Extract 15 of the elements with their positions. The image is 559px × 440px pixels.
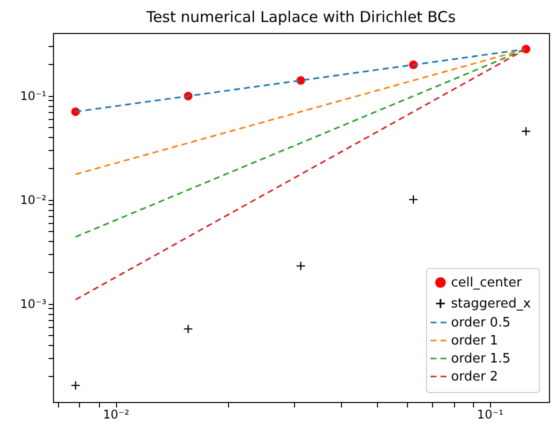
legend-label: order 1 — [451, 334, 498, 348]
point — [183, 324, 193, 334]
point — [70, 380, 80, 390]
y-tick-label: 10⁻² — [20, 193, 47, 208]
legend-label: order 2 — [451, 370, 498, 384]
point — [408, 194, 418, 204]
legend-label: order 0.5 — [451, 316, 510, 330]
y-tick-label: 10⁻¹ — [20, 89, 47, 104]
legend-label: order 1.5 — [451, 352, 510, 366]
chart-title: Test numerical Laplace with Dirichlet BCs — [145, 8, 456, 26]
point — [521, 126, 531, 136]
point — [296, 261, 306, 271]
legend-label: cell_center — [451, 276, 522, 290]
legend-label: staggered_x — [451, 296, 532, 312]
y-tick-label: 10⁻³ — [20, 297, 47, 312]
